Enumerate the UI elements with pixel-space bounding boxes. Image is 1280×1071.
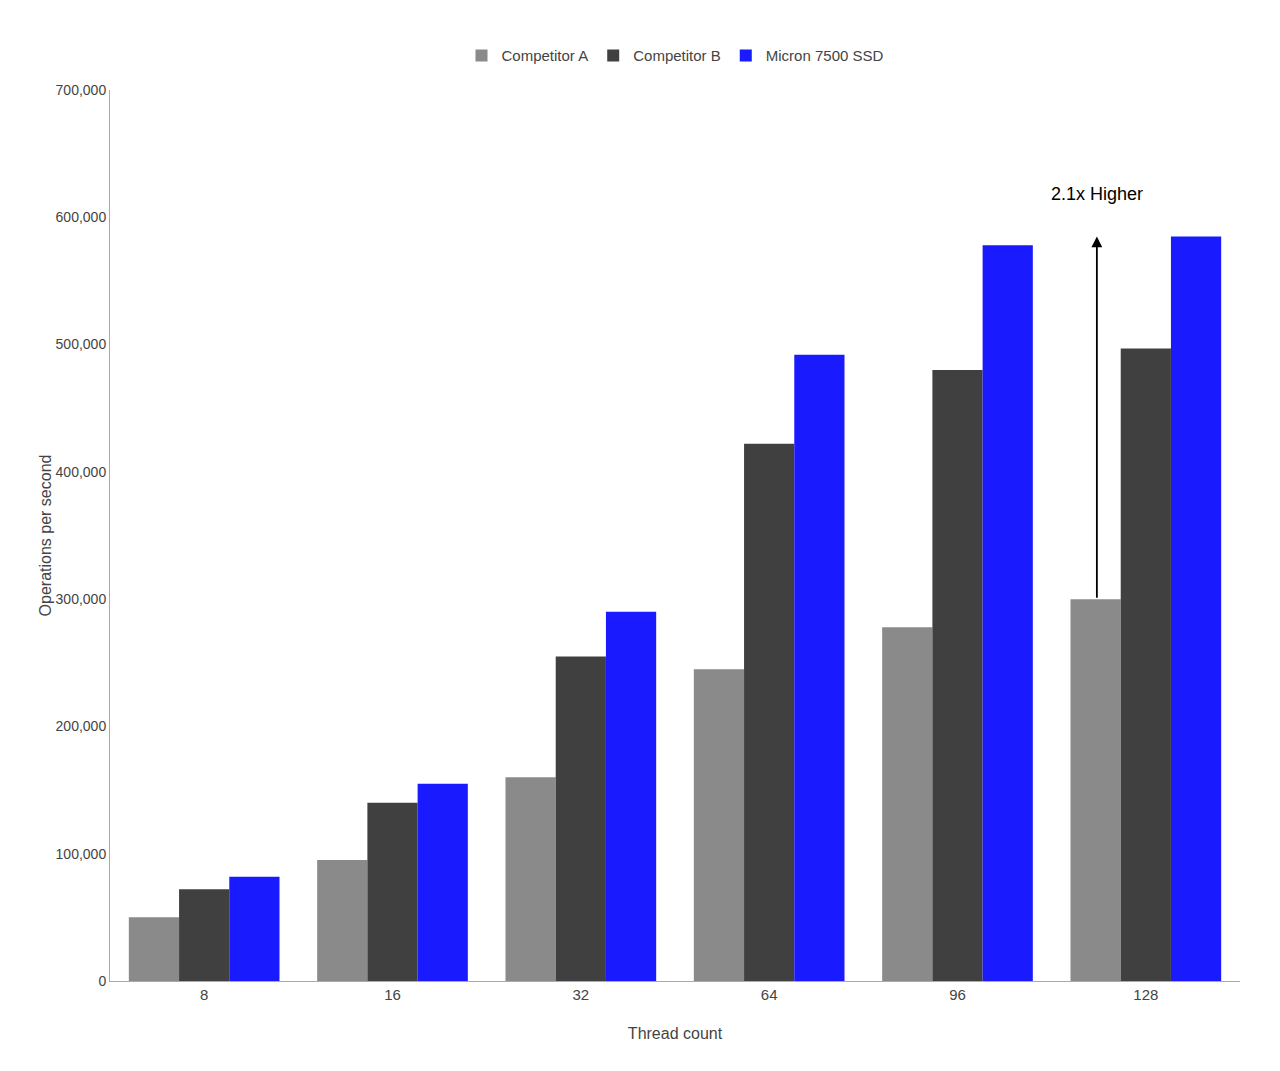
svg-text:200,000: 200,000 — [56, 718, 107, 734]
svg-text:Operations per second: Operations per second — [37, 455, 54, 617]
svg-text:500,000: 500,000 — [56, 336, 107, 352]
svg-text:400,000: 400,000 — [56, 464, 107, 480]
svg-text:Competitor A: Competitor A — [502, 47, 589, 64]
svg-text:96: 96 — [949, 986, 966, 1003]
svg-text:100,000: 100,000 — [56, 846, 107, 862]
svg-text:2.1x Higher: 2.1x Higher — [1051, 184, 1143, 204]
svg-text:32: 32 — [572, 986, 589, 1003]
svg-text:Micron 7500 SSD: Micron 7500 SSD — [766, 47, 884, 64]
svg-text:Thread count: Thread count — [628, 1025, 723, 1042]
svg-text:128: 128 — [1133, 986, 1158, 1003]
svg-text:0: 0 — [98, 973, 106, 989]
svg-text:64: 64 — [761, 986, 778, 1003]
svg-text:16: 16 — [384, 986, 401, 1003]
svg-text:600,000: 600,000 — [56, 209, 107, 225]
svg-text:8: 8 — [200, 986, 208, 1003]
svg-text:700,000: 700,000 — [56, 82, 107, 98]
svg-text:Competitor B: Competitor B — [633, 47, 721, 64]
svg-text:300,000: 300,000 — [56, 591, 107, 607]
